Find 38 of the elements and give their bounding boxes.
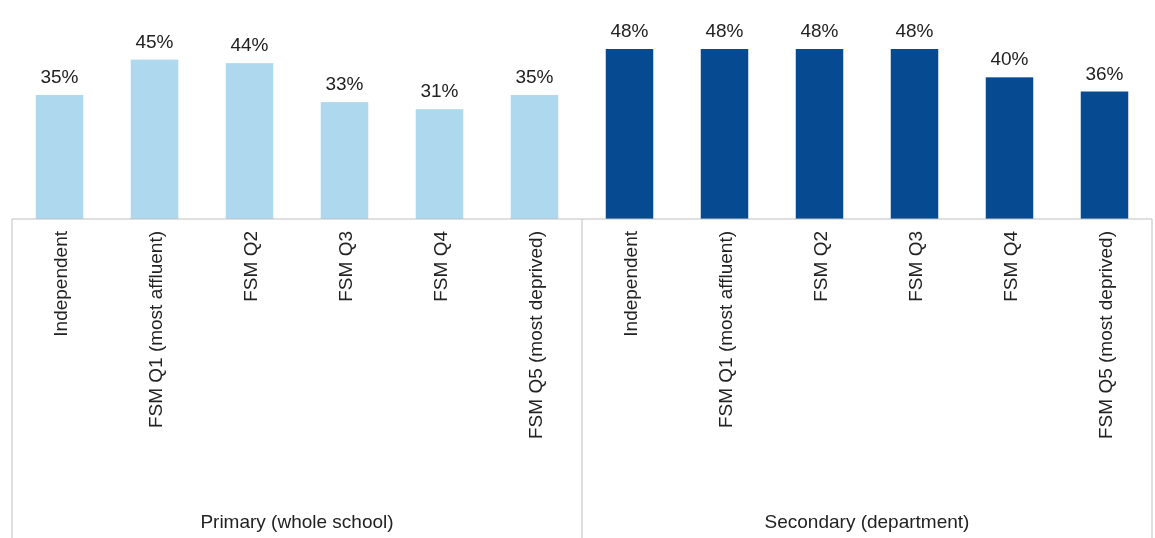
data-label: 48% bbox=[705, 20, 744, 41]
x-tick-label: Independent bbox=[49, 230, 71, 337]
bar bbox=[225, 63, 274, 219]
data-label: 48% bbox=[610, 20, 649, 41]
data-label: 36% bbox=[1085, 62, 1124, 84]
bar bbox=[320, 102, 369, 219]
x-tick-label: FSM Q5 (most deprived) bbox=[1094, 231, 1116, 439]
data-label: 45% bbox=[135, 30, 174, 52]
bar bbox=[130, 59, 179, 219]
data-label: 48% bbox=[895, 20, 934, 41]
x-tick-label: Independent bbox=[619, 230, 641, 337]
data-label: 44% bbox=[230, 34, 269, 56]
bar bbox=[415, 109, 464, 219]
bar bbox=[605, 49, 654, 219]
bar bbox=[510, 95, 559, 219]
x-tick-label: FSM Q3 bbox=[904, 231, 926, 302]
data-label: 35% bbox=[40, 66, 79, 88]
x-tick-label: FSM Q2 bbox=[239, 231, 261, 302]
x-tick-label: FSM Q2 bbox=[809, 231, 831, 302]
data-label: 31% bbox=[420, 80, 459, 102]
data-label: 40% bbox=[990, 48, 1029, 70]
data-label: 33% bbox=[325, 73, 364, 95]
text: Primary (whole school) bbox=[200, 511, 394, 532]
bar bbox=[890, 49, 939, 219]
bar bbox=[795, 49, 844, 219]
x-tick-label: FSM Q3 bbox=[334, 231, 356, 302]
bar bbox=[700, 49, 749, 219]
data-label: 48% bbox=[800, 20, 839, 41]
x-tick-label: FSM Q4 bbox=[429, 230, 451, 302]
x-tick-label: FSM Q4 bbox=[999, 230, 1021, 302]
bar bbox=[35, 95, 84, 219]
x-tick-label: FSM Q1 (most affluent) bbox=[714, 231, 736, 429]
x-tick-label: FSM Q5 (most deprived) bbox=[524, 231, 546, 439]
bar bbox=[1080, 91, 1129, 219]
text: Secondary (department) bbox=[764, 511, 970, 532]
x-tick-label: FSM Q1 (most affluent) bbox=[144, 231, 166, 429]
bar bbox=[985, 77, 1034, 219]
data-label: 35% bbox=[515, 66, 554, 88]
